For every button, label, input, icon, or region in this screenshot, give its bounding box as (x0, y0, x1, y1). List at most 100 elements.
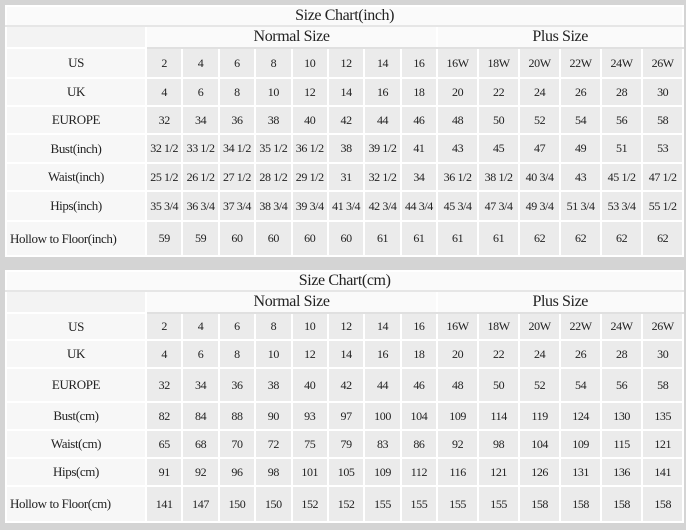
size-cell: 83 (363, 429, 402, 459)
size-cell: 2 (144, 312, 184, 341)
size-cell: 112 (399, 457, 439, 487)
size-cell: 36 3/4 (181, 190, 220, 222)
size-chart-inch: Size Chart(inch) Normal Size Plus Size US… (4, 5, 685, 257)
size-cell: 58 (641, 367, 685, 403)
size-cell: 18 (399, 339, 439, 369)
size-cell: 62 (641, 220, 685, 257)
size-cell: 101 (290, 457, 329, 487)
size-cell: 51 3/4 (559, 190, 603, 222)
size-cell: 26 (559, 77, 603, 107)
size-cell: 28 (600, 339, 644, 369)
size-cell: 124 (559, 401, 603, 431)
row-label: Bust(cm) (5, 401, 147, 431)
size-cell: 16 (399, 47, 439, 79)
size-cell: 47 1/2 (641, 162, 685, 192)
size-cell: 155 (399, 485, 439, 523)
row-label: UK (5, 339, 147, 369)
size-cell: 14 (363, 47, 402, 79)
size-cell: 10 (254, 77, 293, 107)
size-cell: 6 (181, 77, 220, 107)
size-cell: 24 (518, 339, 562, 369)
size-cell: 50 (477, 105, 521, 135)
size-cell: 25 1/2 (144, 162, 184, 192)
size-cell: 43 (436, 133, 480, 164)
chart-title: Size Chart(cm) (4, 270, 685, 292)
size-cell: 72 (254, 429, 293, 459)
size-cell: 88 (217, 401, 257, 431)
size-cell: 62 (559, 220, 603, 257)
size-cell: 16 (363, 77, 402, 107)
table-row: UK 4 6 8 10 12 14 16 18 20 22 24 26 28 30 (5, 339, 685, 369)
size-chart-cm: Size Chart(cm) Normal Size Plus Size US 2 4… (4, 270, 685, 523)
size-cell: 126 (518, 457, 562, 487)
size-cell: 27 1/2 (217, 162, 257, 192)
row-label: Hips(inch) (5, 190, 147, 222)
size-cell: 32 (144, 105, 184, 135)
group-header-plus: Plus Size (436, 25, 685, 49)
size-cell: 158 (559, 485, 603, 523)
size-cell: 54 (559, 367, 603, 403)
size-cell: 79 (326, 429, 366, 459)
table-row: EUROPE 32 34 36 38 40 42 44 46 48 50 52 54 56 58 (5, 105, 685, 135)
chart-title: Size Chart(inch) (4, 5, 685, 27)
size-cell: 34 (399, 162, 439, 192)
row-label: UK (5, 77, 147, 107)
size-cell: 42 (326, 367, 366, 403)
size-cell: 136 (600, 457, 644, 487)
size-cell: 58 (641, 105, 685, 135)
size-cell: 84 (181, 401, 220, 431)
size-cell: 40 3/4 (518, 162, 562, 192)
size-cell: 150 (254, 485, 293, 523)
size-cell: 38 3/4 (254, 190, 293, 222)
size-cell: 61 (477, 220, 521, 257)
row-label: Hollow to Floor(cm) (5, 485, 147, 523)
size-cell: 109 (436, 401, 480, 431)
size-cell: 20W (518, 312, 562, 341)
size-cell: 152 (326, 485, 366, 523)
size-cell: 53 3/4 (600, 190, 644, 222)
size-cell: 65 (144, 429, 184, 459)
size-cell: 52 (518, 367, 562, 403)
size-cell: 70 (217, 429, 257, 459)
row-label: Waist(cm) (5, 429, 147, 459)
size-cell: 16W (436, 47, 480, 79)
size-cell: 12 (326, 47, 366, 79)
size-cell: 114 (477, 401, 521, 431)
size-cell: 36 (217, 367, 257, 403)
size-cell: 115 (600, 429, 644, 459)
size-cell: 49 3/4 (518, 190, 562, 222)
size-cell: 53 (641, 133, 685, 164)
size-cell: 37 3/4 (217, 190, 257, 222)
size-cell: 4 (144, 339, 184, 369)
size-cell: 155 (477, 485, 521, 523)
size-cell: 141 (144, 485, 184, 523)
size-cell: 48 (436, 367, 480, 403)
size-cell: 8 (217, 339, 257, 369)
size-cell: 20 (436, 339, 480, 369)
table-row: Hips(cm) 91 92 96 98 101 105 109 112 116 121 126 131… (5, 457, 685, 487)
size-cell: 68 (181, 429, 220, 459)
size-cell: 6 (217, 312, 257, 341)
size-cell: 8 (254, 47, 293, 79)
size-cell: 46 (399, 367, 439, 403)
size-cell: 4 (181, 47, 220, 79)
size-cell: 51 (600, 133, 644, 164)
size-cell: 24W (600, 47, 644, 79)
row-label: Waist(inch) (5, 162, 147, 192)
row-label: Hollow to Floor(inch) (5, 220, 147, 257)
size-cell: 60 (217, 220, 257, 257)
size-cell: 104 (399, 401, 439, 431)
size-cell: 18 (399, 77, 439, 107)
size-cell: 12 (326, 312, 366, 341)
size-cell: 121 (641, 429, 685, 459)
size-cell: 10 (290, 312, 329, 341)
size-cell: 155 (363, 485, 402, 523)
size-cell: 147 (181, 485, 220, 523)
table-row: Bust(inch) 32 1/2 33 1/2 34 1/2 35 1/2 36 1/2… (5, 133, 685, 164)
size-cell: 119 (518, 401, 562, 431)
size-cell: 12 (290, 77, 329, 107)
size-cell: 26 1/2 (181, 162, 220, 192)
size-cell: 22W (559, 312, 603, 341)
row-label: Bust(inch) (5, 133, 147, 164)
size-cell: 10 (254, 339, 293, 369)
